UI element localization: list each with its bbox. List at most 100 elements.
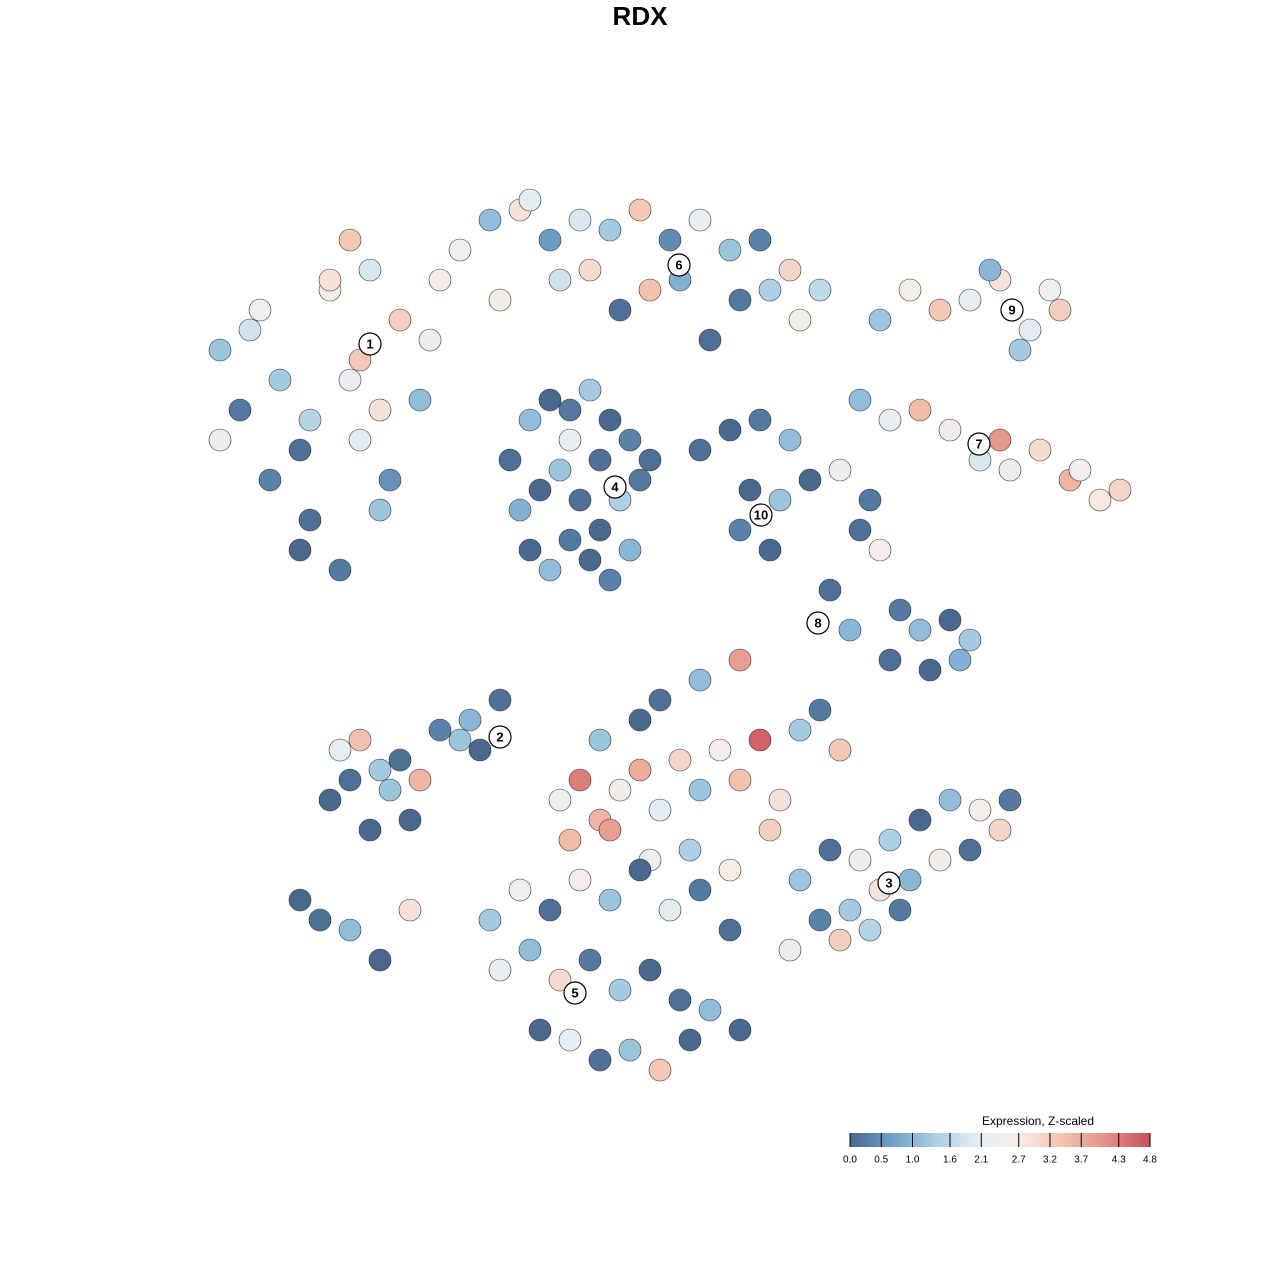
- point: [768, 788, 792, 812]
- point: [378, 468, 402, 492]
- cluster-label: 5: [571, 985, 578, 1000]
- point: [938, 608, 962, 632]
- point: [978, 258, 1002, 282]
- point: [388, 308, 412, 332]
- point: [488, 288, 512, 312]
- point: [378, 778, 402, 802]
- cluster-marker: [667, 253, 691, 277]
- point: [968, 798, 992, 822]
- point: [868, 308, 892, 332]
- point: [828, 928, 852, 952]
- point: [608, 778, 632, 802]
- point: [628, 708, 652, 732]
- point: [288, 538, 312, 562]
- point: [488, 688, 512, 712]
- point: [608, 978, 632, 1002]
- point: [298, 508, 322, 532]
- point: [588, 518, 612, 542]
- point: [398, 898, 422, 922]
- point: [558, 398, 582, 422]
- point: [658, 228, 682, 252]
- point: [518, 188, 542, 212]
- colorbar-tick-label: 1.6: [943, 1155, 957, 1166]
- point: [618, 1038, 642, 1062]
- point: [728, 288, 752, 312]
- point: [478, 208, 502, 232]
- colorbar-tick-label: 2.1: [974, 1155, 988, 1166]
- point: [648, 798, 672, 822]
- point: [958, 288, 982, 312]
- point: [588, 448, 612, 472]
- point: [808, 278, 832, 302]
- point: [698, 998, 722, 1022]
- point: [598, 568, 622, 592]
- point: [938, 418, 962, 442]
- cluster-label: 9: [1008, 302, 1015, 317]
- point: [578, 378, 602, 402]
- point: [688, 878, 712, 902]
- colorbar-tick-label: 0.5: [874, 1155, 888, 1166]
- point: [748, 228, 772, 252]
- point: [598, 218, 622, 242]
- cluster-label: 1: [366, 336, 373, 351]
- point: [568, 768, 592, 792]
- point: [888, 898, 912, 922]
- colorbar-tick-label: 3.7: [1074, 1155, 1088, 1166]
- point: [688, 438, 712, 462]
- point: [628, 758, 652, 782]
- point: [1028, 438, 1052, 462]
- point: [788, 718, 812, 742]
- point: [908, 618, 932, 642]
- colorbar-tick-label: 0.0: [843, 1155, 857, 1166]
- point: [248, 298, 272, 322]
- cluster-label: 2: [496, 729, 503, 744]
- point: [728, 1018, 752, 1042]
- point: [468, 738, 492, 762]
- point: [678, 838, 702, 862]
- point: [868, 538, 892, 562]
- colorbar: [850, 1133, 1150, 1147]
- point: [848, 388, 872, 412]
- point: [708, 738, 732, 762]
- point: [718, 858, 742, 882]
- point: [238, 318, 262, 342]
- point: [458, 708, 482, 732]
- point: [918, 658, 942, 682]
- point: [638, 278, 662, 302]
- point: [838, 898, 862, 922]
- point: [318, 268, 342, 292]
- point: [848, 848, 872, 872]
- point: [518, 538, 542, 562]
- point: [878, 828, 902, 852]
- point: [448, 238, 472, 262]
- point: [548, 268, 572, 292]
- point: [728, 768, 752, 792]
- point: [948, 648, 972, 672]
- point: [538, 228, 562, 252]
- point: [448, 728, 472, 752]
- point: [408, 768, 432, 792]
- point: [228, 398, 252, 422]
- point: [338, 918, 362, 942]
- point: [358, 818, 382, 842]
- point: [958, 628, 982, 652]
- point: [598, 818, 622, 842]
- point: [878, 648, 902, 672]
- point: [398, 808, 422, 832]
- point: [208, 428, 232, 452]
- colorbar-tick-label: 4.8: [1143, 1155, 1157, 1166]
- point: [1048, 298, 1072, 322]
- point: [688, 208, 712, 232]
- point: [808, 698, 832, 722]
- point: [548, 458, 572, 482]
- point: [558, 528, 582, 552]
- point: [1088, 488, 1112, 512]
- point: [738, 478, 762, 502]
- cluster-marker: [358, 332, 382, 356]
- point: [778, 938, 802, 962]
- point: [348, 728, 372, 752]
- point: [598, 888, 622, 912]
- point: [688, 668, 712, 692]
- point: [518, 408, 542, 432]
- cluster-marker: [603, 475, 627, 499]
